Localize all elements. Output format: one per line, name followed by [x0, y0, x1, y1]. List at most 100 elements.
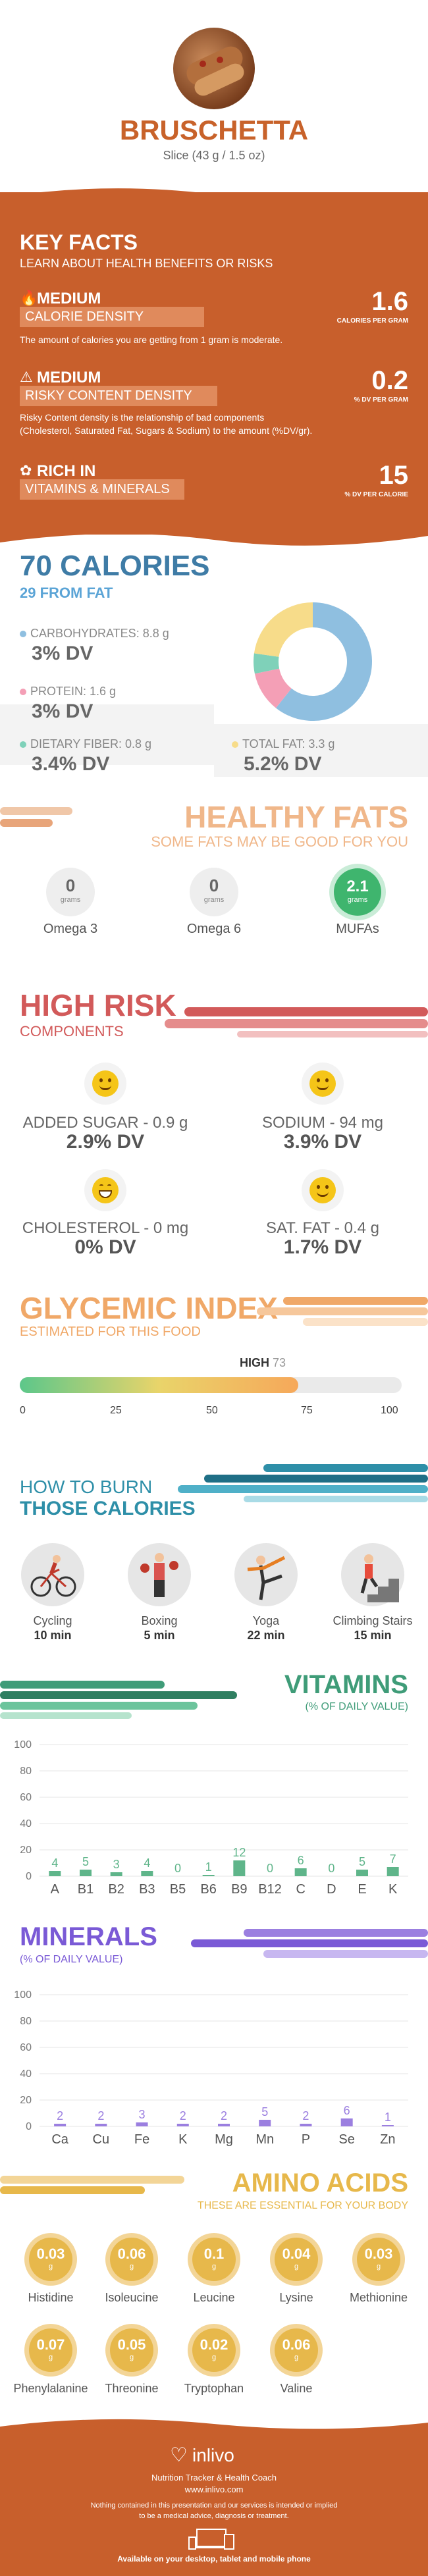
bar-value-label: 2 [97, 2109, 104, 2122]
x-tick-label: B5 [170, 1882, 186, 1896]
rich-in-value: 15 [379, 461, 409, 490]
mufa-circle: 2.1 grams [329, 864, 386, 920]
amino-unit: g [376, 2263, 381, 2271]
fat-label: TOTAL FAT: 3.3 g [232, 737, 334, 751]
phenylalanine-label: Phenylalanine [13, 2382, 88, 2395]
histidine-value: 0.03 [36, 2246, 65, 2262]
bar [356, 1870, 368, 1876]
stairs-icon [341, 1543, 404, 1606]
footer-url[interactable]: www.inlivo.com [184, 2484, 244, 2494]
footer-disclaimer-2: to be a medical advice, diagnosis or tre… [139, 2512, 289, 2520]
cholesterol-dv: 0% DV [74, 1236, 136, 1258]
tryptophan-value: 0.02 [200, 2336, 228, 2353]
x-tick-label: K [178, 2132, 188, 2146]
bar [202, 1875, 215, 1876]
macro-donut-chart [254, 602, 372, 721]
histidine-circle: 0.03 g [24, 2233, 77, 2286]
risky-content-level: MEDIUM [37, 369, 101, 386]
bar-value-label: 12 [232, 1846, 246, 1859]
bar [300, 2124, 312, 2126]
footer-available: Available on your desktop, tablet and mo… [117, 2554, 311, 2563]
bar [259, 2120, 271, 2126]
burn-title-2: THOSE CALORIES [20, 1498, 196, 1519]
leucine-label: Leucine [193, 2291, 235, 2304]
rich-in-unit: % DV PER CALORIE [344, 491, 408, 498]
healthy-fats-subtitle: SOME FATS MAY BE GOOD FOR YOU [151, 833, 408, 850]
amino-unit: g [129, 2263, 134, 2271]
mufa-label: MUFAs [336, 922, 379, 936]
glycemic-tick: 50 [206, 1405, 218, 1416]
vitamins-bar-chart: 0 20 40 60 80 100 4 A 5 B1 3 B2 4 B3 0 B5 1 B6 12 B9 0 B12 6 C 0… [14, 1739, 408, 1896]
tryptophan-circle: 0.02 g [188, 2324, 240, 2377]
minerals-bar-chart: 0 20 40 60 80 100 2 Ca 2 Cu 3 Fe 2 K 2 Mg 5 Mn 2 P 6 Se 1 Zn [14, 1989, 408, 2146]
x-tick-label: A [51, 1882, 60, 1896]
isoleucine-value: 0.06 [117, 2246, 146, 2262]
heart-logo-icon: ♡ [170, 2444, 188, 2466]
bar-value-label: 0 [174, 1862, 181, 1875]
calories-title: 70 CALORIES [20, 550, 210, 582]
bar [49, 1871, 61, 1876]
amino-unit: g [294, 2263, 299, 2271]
bar-value-label: 5 [359, 1855, 365, 1868]
bar-value-label: 1 [385, 2111, 391, 2124]
devices-icon [188, 2529, 234, 2550]
omega3-circle: 0 grams [46, 868, 95, 916]
leucine-value: 0.1 [203, 2246, 225, 2262]
cycling-label: Cycling [33, 1614, 72, 1627]
x-tick-label: B9 [231, 1882, 247, 1896]
glycemic-stripes [257, 1297, 428, 1326]
isoleucine-circle: 0.06 g [105, 2233, 158, 2286]
mufa-unit: grams [347, 896, 368, 904]
bar [95, 2124, 107, 2126]
added-sugar-label: ADDED SUGAR - 0.9 g [22, 1114, 188, 1132]
sat-fat-label: SAT. FAT - 0.4 g [265, 1219, 380, 1237]
y-tick-label: 40 [20, 1818, 32, 1829]
key-facts-bottom-wave [0, 527, 428, 546]
food-image [173, 28, 255, 109]
x-tick-label: Cu [93, 2132, 110, 2146]
grin-icon [84, 1169, 126, 1211]
y-tick-label: 0 [26, 1871, 32, 1882]
phenylalanine-value: 0.07 [36, 2336, 65, 2353]
x-tick-label: D [327, 1882, 336, 1896]
amino-unit: g [48, 2353, 53, 2361]
bar [141, 1871, 153, 1876]
vitamins-stripes [0, 1681, 237, 1719]
amino-subtitle: THESE ARE ESSENTIAL FOR YOUR BODY [197, 2200, 408, 2211]
added-sugar-dv: 2.9% DV [66, 1131, 145, 1153]
vitamins-title: VITAMINS [284, 1670, 408, 1699]
smile-icon [302, 1063, 344, 1105]
amino-unit: g [294, 2353, 299, 2361]
cycling-time: 10 min [34, 1629, 72, 1642]
calorie-density-label: CALORIE DENSITY [20, 307, 204, 327]
omega6-unit: grams [203, 896, 225, 904]
leaf-icon: ✿ [20, 462, 32, 479]
y-tick-label: 100 [14, 1739, 32, 1750]
glycemic-ticks: 0 25 50 75 100 [20, 1405, 402, 1418]
bar-value-label: 2 [180, 2109, 186, 2122]
methionine-value: 0.03 [364, 2246, 393, 2262]
donut-slice-protein [254, 668, 292, 708]
omega6-label: Omega 6 [186, 922, 242, 936]
glycemic-bar-fill [20, 1377, 299, 1393]
lysine-label: Lysine [279, 2291, 313, 2304]
x-tick-label: Mn [255, 2132, 274, 2146]
bar-value-label: 6 [298, 1854, 304, 1867]
footer-top-wave [0, 2419, 428, 2438]
high-risk-stripes [165, 1007, 428, 1038]
mufa-value: 2.1 [346, 878, 369, 895]
bar-value-label: 3 [139, 2108, 146, 2121]
amino-unit: g [211, 2353, 217, 2361]
amino-stripes [0, 2176, 184, 2194]
vitamins-subtitle: (% OF DAILY VALUE) [305, 1701, 408, 1712]
x-tick-label: B2 [108, 1882, 124, 1896]
glycemic-level-readout: HIGH 73 [240, 1356, 286, 1370]
omega3-value: 0 [65, 876, 76, 895]
carbs-label: CARBOHYDRATES: 8.8 g [20, 627, 169, 641]
footer-tagline: Nutrition Tracker & Health Coach [151, 2473, 277, 2483]
yoga-time: 22 min [247, 1629, 285, 1642]
key-facts-section [0, 192, 428, 535]
sodium-dv: 3.9% DV [283, 1131, 362, 1153]
calorie-density-value: 1.6 [371, 287, 408, 316]
y-tick-label: 20 [20, 1845, 32, 1856]
